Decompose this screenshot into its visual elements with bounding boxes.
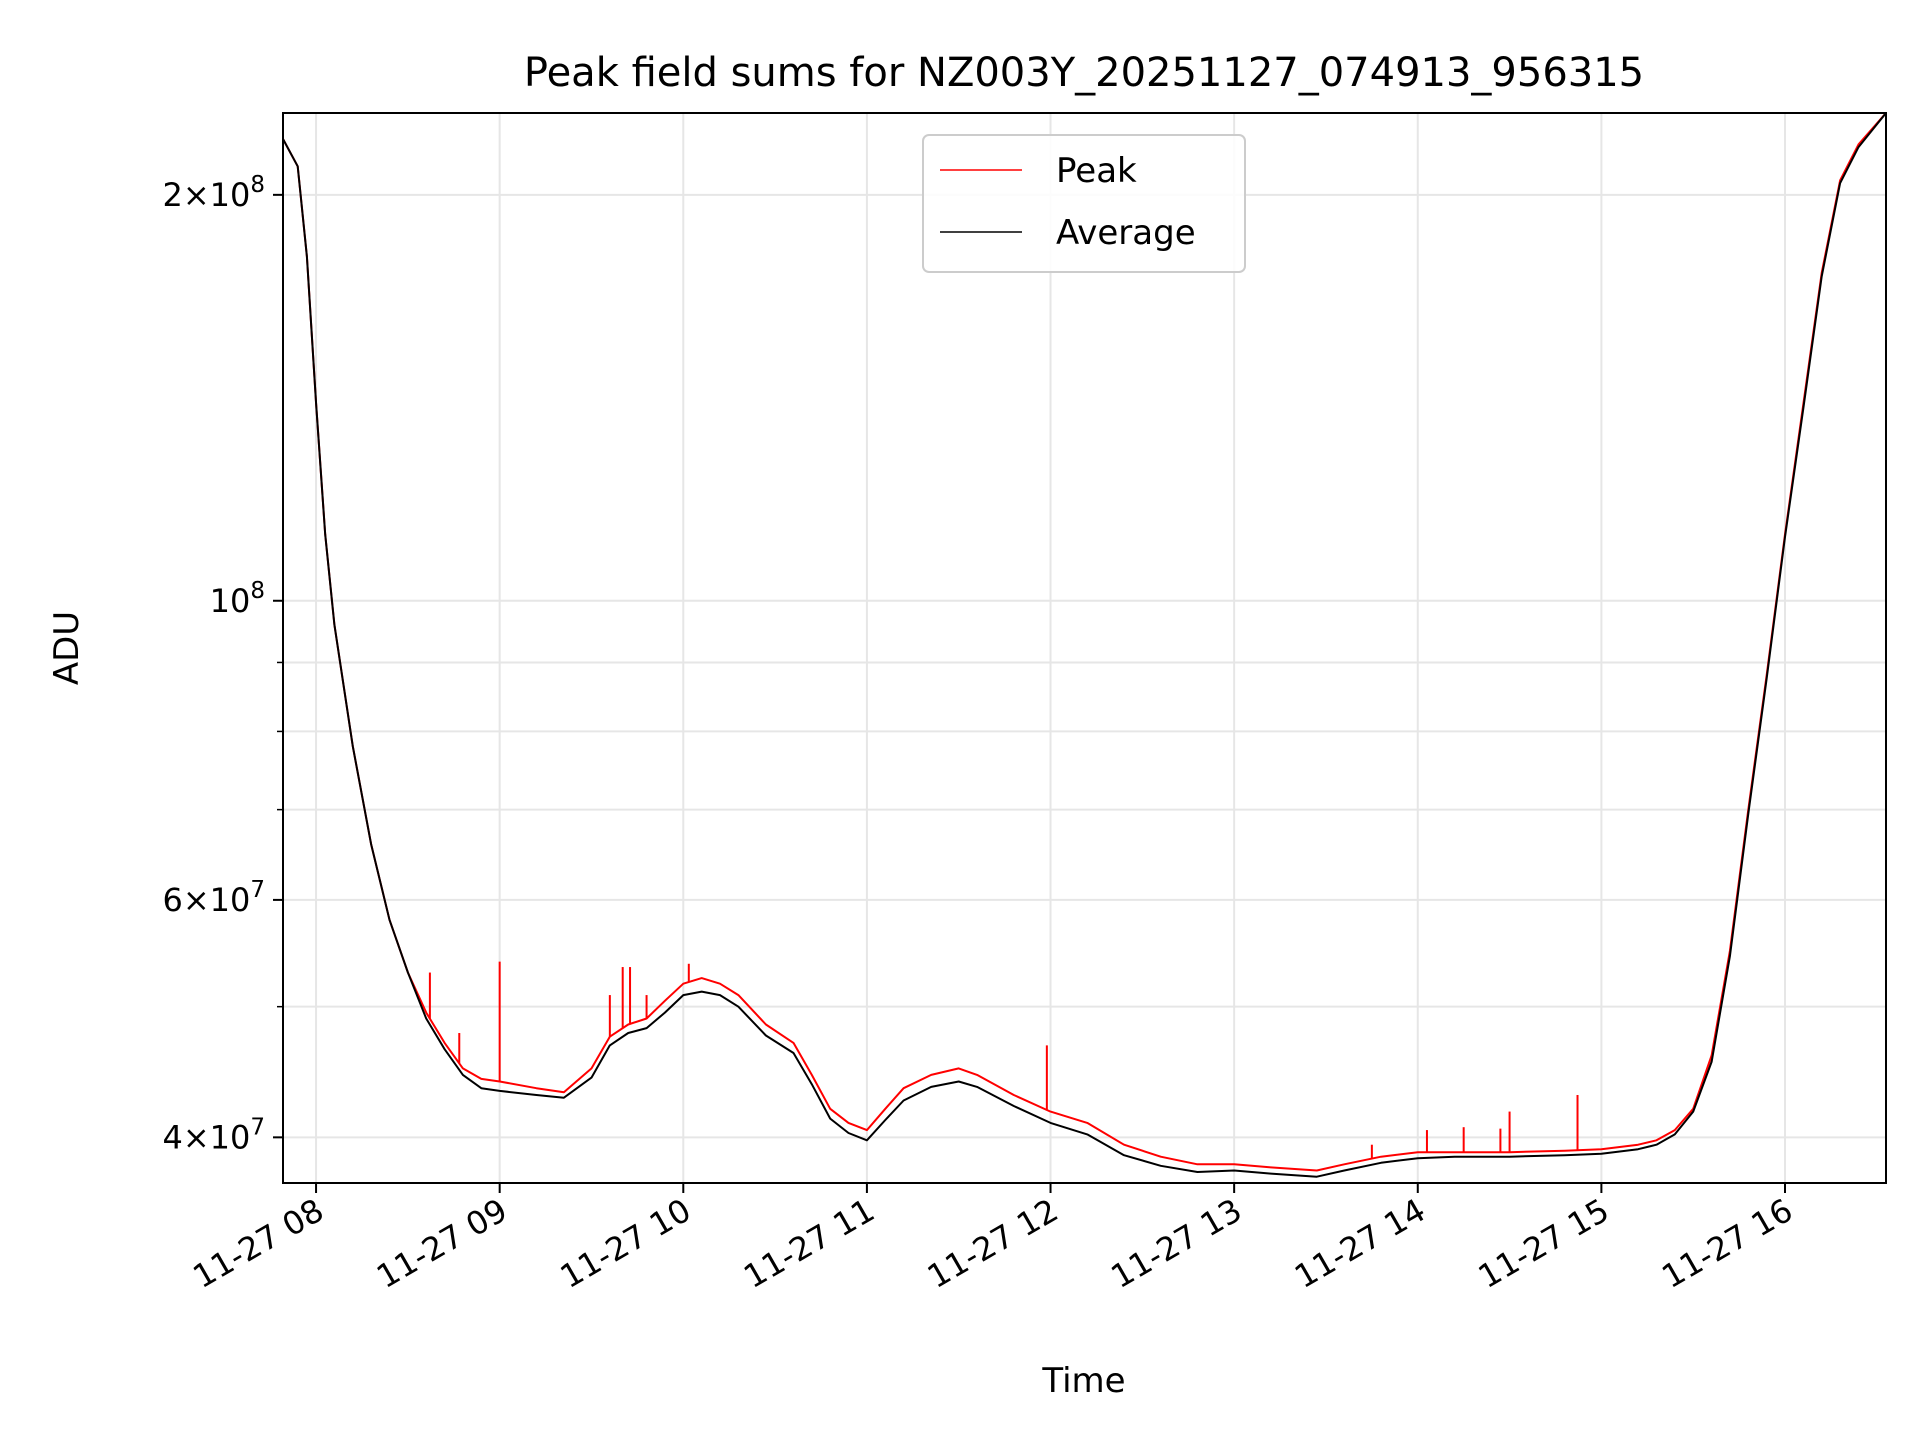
y-tick-label: 108 bbox=[210, 578, 265, 620]
y-tick-label: 6×107 bbox=[162, 877, 265, 919]
x-axis-title: Time bbox=[1041, 1361, 1125, 1401]
y-tick-exponent: 8 bbox=[250, 578, 265, 604]
y-tick-base: 10 bbox=[210, 1118, 251, 1156]
y-tick-base: 10 bbox=[210, 582, 251, 620]
y-tick-label: 2×108 bbox=[162, 172, 265, 214]
y-tick-base: 10 bbox=[210, 881, 251, 919]
legend-peak-label: Peak bbox=[1056, 151, 1137, 191]
y-tick-mantissa: 6 bbox=[162, 881, 182, 919]
grid-layer bbox=[283, 113, 1886, 1183]
y-tick-base: 10 bbox=[210, 176, 251, 214]
y-tick-exponent: 8 bbox=[250, 172, 265, 198]
y-tick-times: × bbox=[183, 881, 210, 919]
y-tick-mantissa: 2 bbox=[162, 176, 182, 214]
series-layer bbox=[283, 113, 1886, 1178]
plot-area-frame bbox=[282, 112, 1887, 1184]
series-line-average bbox=[283, 113, 1886, 1178]
series-line-peak bbox=[283, 113, 1886, 1172]
chart-title: Peak field sums for NZ003Y_20251127_0749… bbox=[524, 50, 1644, 96]
legend: Peak Average bbox=[922, 134, 1246, 273]
y-tick-exponent: 7 bbox=[250, 1114, 265, 1140]
y-tick-times: × bbox=[183, 1118, 210, 1156]
y-tick-exponent: 7 bbox=[250, 877, 265, 903]
y-tick-label: 4×107 bbox=[162, 1114, 265, 1156]
y-axis-title: ADU bbox=[47, 611, 87, 685]
y-tick-times: × bbox=[183, 176, 210, 214]
y-tick-mantissa: 4 bbox=[162, 1118, 182, 1156]
legend-average-label: Average bbox=[1056, 213, 1196, 253]
